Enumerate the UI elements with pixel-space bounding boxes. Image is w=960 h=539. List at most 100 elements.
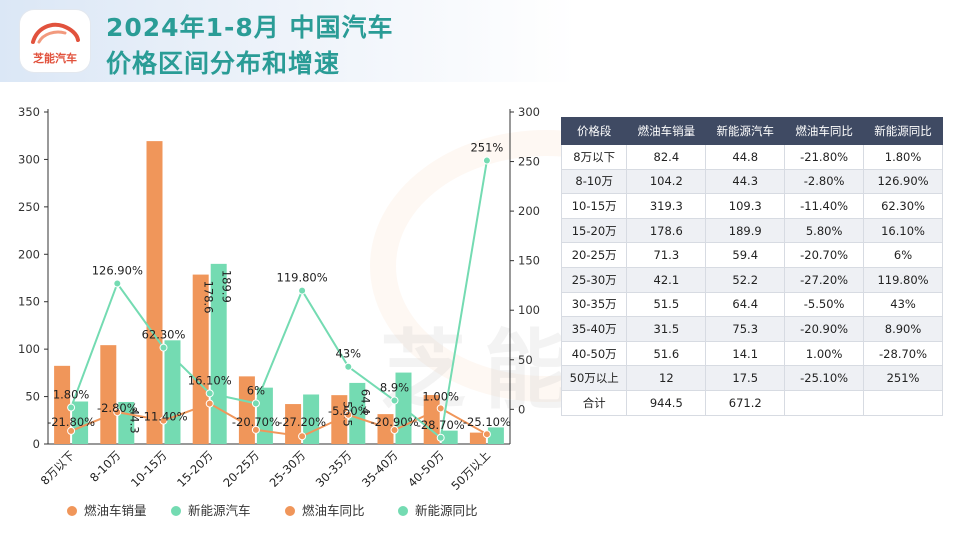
table-row: 35-40万 31.5 75.3 -20.90% 8.90% — [560, 316, 943, 342]
table-cell: 8-10万 — [560, 168, 628, 195]
y-left-tick-label: 350 — [18, 105, 40, 119]
table-row: 8-10万 104.2 44.3 -2.80% 126.90% — [560, 168, 943, 195]
table-cell: 251% — [863, 365, 943, 391]
line-value-label: 6% — [247, 383, 265, 397]
table-cell: 5.80% — [784, 217, 865, 244]
bar-value-label: 178.6 — [202, 281, 216, 314]
table-row: 8万以下 82.4 44.8 -21.80% 1.80% — [560, 144, 943, 170]
y-right-tick-label: 150 — [518, 254, 540, 268]
table-cell: 8万以下 — [560, 144, 628, 170]
table-cell: 12 — [626, 365, 707, 391]
table-cell: 10-15万 — [560, 193, 628, 219]
table-cell: 1.00% — [784, 340, 865, 367]
data-table: 价格段 燃油车销量 新能源汽车 燃油车同比 新能源同比 8万以下 82.4 44.8 -21.… — [560, 117, 943, 416]
table-header-row: 价格段 燃油车销量 新能源汽车 燃油车同比 新能源同比 — [560, 117, 943, 145]
x-category-label: 8-10万 — [87, 448, 123, 484]
table-cell: -28.70% — [863, 340, 943, 367]
table-row: 10-15万 319.3 109.3 -11.40% 62.30% — [560, 193, 943, 219]
y-right-tick-label: 250 — [518, 155, 540, 169]
y-left-tick-label: 0 — [33, 437, 40, 451]
line-value-label: 119.80% — [277, 271, 328, 285]
point-nev-yoy — [436, 433, 445, 442]
bar-nev-sales — [72, 401, 89, 444]
table-body: 8万以下 82.4 44.8 -21.80% 1.80% 8-10万 104.2 44.3 -2… — [560, 144, 943, 416]
car-logo-icon — [31, 22, 80, 44]
legend-marker — [285, 506, 295, 516]
bar-nev-sales — [303, 394, 320, 444]
line-value-label: 1.80% — [53, 388, 90, 402]
x-category-label: 20-25万 — [220, 448, 262, 490]
table-cell: 126.90% — [863, 168, 943, 195]
y-left-tick-label: 250 — [18, 200, 40, 214]
line-value-label: 16.10% — [188, 373, 232, 387]
point-fuel-yoy — [482, 430, 491, 439]
table-cell: -5.50% — [784, 291, 865, 318]
bar-fuel-sales — [469, 432, 486, 444]
bar-fuel-sales — [146, 141, 163, 444]
table-cell: 17.5 — [705, 365, 786, 391]
table-cell: 52.2 — [705, 266, 786, 293]
header-banner — [0, 0, 960, 82]
table-cell: -2.80% — [784, 168, 865, 195]
point-fuel-yoy — [436, 404, 445, 413]
page-title: 2024年1-8月 中国汽车 — [106, 13, 394, 42]
table-cell: 75.3 — [705, 316, 786, 342]
point-fuel-yoy — [113, 408, 122, 417]
x-category-label: 50万以上 — [448, 448, 493, 493]
legend-marker — [171, 506, 181, 516]
table-cell: 319.3 — [626, 193, 707, 219]
y-left-tick-label: 150 — [18, 295, 40, 309]
table-cell: 44.8 — [705, 144, 786, 170]
table-cell: -11.40% — [784, 193, 865, 219]
point-fuel-yoy — [251, 425, 260, 434]
line-value-label: -20.70% — [232, 415, 280, 429]
logo-text: 芝能汽车 — [33, 52, 77, 65]
table-cell: 109.3 — [705, 193, 786, 219]
page-subtitle: 价格区间分布和增速 — [106, 49, 341, 78]
bar-fuel-sales — [192, 274, 209, 444]
legend-label: 新能源同比 — [415, 503, 478, 518]
bar-value-label: 189.9 — [220, 270, 234, 303]
x-category-label: 40-50万 — [405, 448, 447, 490]
y-left-tick-label: 200 — [18, 247, 40, 261]
table-cell: 104.2 — [626, 168, 707, 195]
table-cell: -25.10% — [784, 365, 865, 391]
line-value-label: -27.20% — [278, 415, 326, 429]
bar-nev-sales — [487, 427, 504, 444]
table-cell: 944.5 — [626, 389, 707, 416]
bar-fuel-sales — [54, 365, 71, 444]
table-row: 40-50万 51.6 14.1 1.00% -28.70% — [560, 340, 943, 367]
line-value-label: -11.40% — [140, 410, 188, 424]
table-cell: 42.1 — [626, 266, 707, 293]
table-cell: 44.3 — [705, 168, 786, 195]
line-value-label: 8.9% — [380, 380, 409, 394]
line-value-label: -2.80% — [97, 401, 138, 415]
table-cell: 82.4 — [626, 144, 707, 170]
table-cell: 51.6 — [626, 340, 707, 367]
table-header-cell: 燃油车销量 — [626, 117, 707, 145]
table-header-cell: 燃油车同比 — [784, 117, 865, 145]
legend-label: 新能源汽车 — [188, 503, 251, 518]
point-fuel-yoy — [67, 426, 76, 435]
table-cell: 16.10% — [863, 217, 943, 244]
x-category-label: 25-30万 — [267, 448, 309, 490]
point-nev-yoy — [298, 286, 307, 295]
table-cell: 71.3 — [626, 242, 707, 268]
table-cell: -21.80% — [784, 144, 865, 170]
y-left-tick-label: 100 — [18, 342, 40, 356]
point-nev-yoy — [390, 396, 399, 405]
table-cell: 14.1 — [705, 340, 786, 367]
point-nev-yoy — [67, 403, 76, 412]
table-cell: -20.70% — [784, 242, 865, 268]
line-value-label: 1.00% — [422, 389, 459, 403]
y-right-tick-label: 50 — [518, 353, 533, 367]
point-fuel-yoy — [390, 426, 399, 435]
table-row: 50万以上 12 17.5 -25.10% 251% — [560, 365, 943, 391]
legend-marker — [67, 506, 77, 516]
line-nev-yoy — [70, 160, 488, 440]
bar-fuel-sales — [100, 345, 117, 444]
table-cell: 合计 — [560, 389, 628, 416]
table-cell: 40-50万 — [560, 340, 628, 367]
table-cell — [784, 389, 865, 416]
table-cell: 25-30万 — [560, 266, 628, 293]
